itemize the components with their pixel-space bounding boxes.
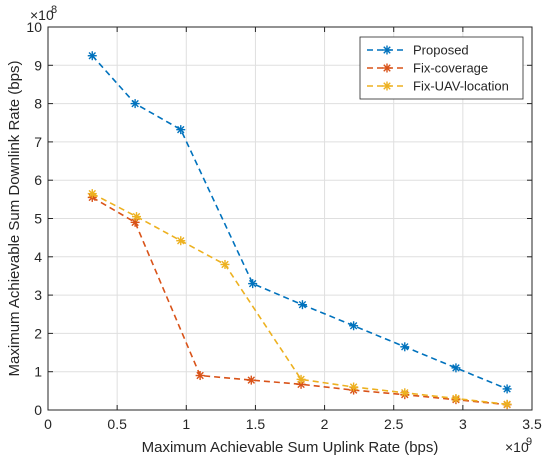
series-line-proposed: [91, 55, 508, 390]
x-tick-label: 0.5: [107, 416, 127, 432]
legend-label: Proposed: [413, 43, 469, 58]
y-tick-label: 3: [34, 287, 42, 303]
series-layer: [87, 51, 512, 410]
x-tick-label: 1.5: [246, 416, 266, 432]
y-tick-label: 4: [34, 249, 42, 265]
y-tick-label: 10: [26, 19, 42, 35]
data-point-fix-uav-location: [87, 189, 97, 199]
legend-item-fix-uav-location: Fix-UAV-location: [367, 79, 509, 94]
y-tick-label: 2: [34, 325, 42, 341]
data-point-fix-uav-location: [296, 374, 306, 384]
data-point-fix-uav-location: [451, 394, 461, 404]
legend-item-proposed: Proposed: [367, 43, 469, 58]
x-tick-label: 2.5: [384, 416, 404, 432]
data-point-fix-uav-location: [502, 399, 512, 409]
data-point-proposed: [502, 384, 512, 394]
y-axis-label: Maximum Achievable Sum Downlink Rate (bp…: [6, 61, 23, 377]
x-tick-label: 0: [44, 416, 52, 432]
data-point-proposed: [248, 279, 258, 289]
legend-marker: [382, 81, 392, 91]
legend-label: Fix-coverage: [413, 61, 488, 76]
data-point-proposed: [130, 99, 140, 109]
series-fix-uav-location: [87, 189, 512, 409]
x-axis-exponent: 9: [526, 436, 532, 448]
data-point-fix-uav-location: [349, 382, 359, 392]
y-tick-label: 7: [34, 134, 42, 150]
y-tick-label: 9: [34, 57, 42, 73]
y-tick-label: 8: [34, 96, 42, 112]
data-point-proposed: [297, 300, 307, 310]
x-tick-label: 3: [459, 416, 467, 432]
legend-label: Fix-UAV-location: [413, 79, 509, 94]
x-tick-label: 1: [182, 416, 190, 432]
data-point-proposed: [87, 51, 97, 61]
data-point-fix-coverage: [130, 217, 140, 227]
data-point-fix-coverage: [195, 371, 205, 381]
series-proposed: [87, 51, 512, 394]
x-axis-multiplier: ×10: [505, 439, 529, 455]
axis-ticks: 0 0.5 1 1.5 2 2.5 3 3.5 0 1 2 3 4 5 6 7 8 9 10: [26, 19, 542, 432]
x-axis-label: Maximum Achievable Sum Uplink Rate (bps): [142, 439, 439, 456]
y-tick-label: 6: [34, 172, 42, 188]
y-tick-label: 5: [34, 211, 42, 227]
legend-marker: [382, 45, 392, 55]
y-axis-exponent: 8: [51, 4, 57, 16]
y-tick-label: 0: [34, 402, 42, 418]
data-point-proposed: [400, 342, 410, 352]
x-tick-label: 3.5: [522, 416, 542, 432]
data-point-fix-uav-location: [176, 236, 186, 246]
x-tick-label: 2: [321, 416, 329, 432]
series-line-fix-coverage: [91, 196, 508, 406]
data-point-fix-uav-location: [400, 388, 410, 398]
series-line-fix-uav-location: [91, 192, 508, 406]
data-point-proposed: [176, 125, 186, 135]
data-point-proposed: [451, 363, 461, 373]
legend: Proposed Fix-coverage Fix-UAV-location: [359, 36, 524, 100]
y-axis-multiplier: ×10: [30, 7, 54, 23]
legend-item-fix-coverage: Fix-coverage: [367, 61, 488, 76]
y-tick-label: 1: [34, 364, 42, 380]
data-point-fix-uav-location: [132, 212, 142, 222]
legend-marker: [382, 63, 392, 73]
data-point-fix-uav-location: [220, 259, 230, 269]
data-point-proposed: [349, 321, 359, 331]
data-point-fix-coverage: [246, 375, 256, 385]
